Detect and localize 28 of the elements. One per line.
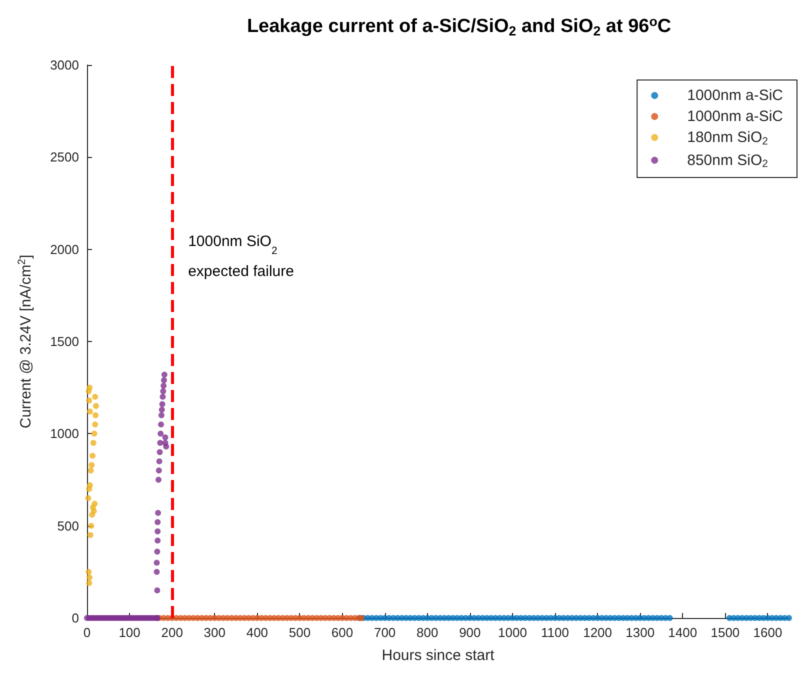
x-tick-label: 1300 bbox=[626, 625, 655, 640]
x-axis-title: Hours since start bbox=[382, 647, 496, 664]
x-tick-label: 1500 bbox=[710, 625, 740, 640]
x-tick-label: 700 bbox=[374, 625, 396, 640]
y-tick-label: 500 bbox=[57, 518, 79, 534]
x-tick-label: 1400 bbox=[668, 625, 698, 640]
y-tick-label: 0 bbox=[72, 610, 79, 626]
legend-label: 1000nm a-SiC bbox=[687, 108, 784, 125]
x-tick-label: 500 bbox=[288, 625, 311, 640]
x-tick-label: 1200 bbox=[583, 625, 612, 640]
x-tick-label: 1000 bbox=[498, 625, 527, 640]
x-tick-label: 400 bbox=[246, 625, 268, 640]
x-tick-label: 300 bbox=[204, 625, 226, 640]
y-tick-label: 3000 bbox=[50, 58, 79, 72]
x-tick-label: 1100 bbox=[541, 625, 569, 640]
x-tick-label: 100 bbox=[118, 625, 140, 640]
legend-label: 1000nm a-SiC bbox=[687, 87, 784, 104]
x-tick-label: 900 bbox=[459, 625, 481, 640]
x-tick-label: 800 bbox=[416, 625, 438, 640]
y-tick-label: 2500 bbox=[50, 150, 79, 165]
y-tick-label: 1000 bbox=[50, 426, 79, 442]
x-tick-label: 0 bbox=[83, 625, 91, 640]
x-tick-label: 600 bbox=[331, 625, 354, 640]
y-axis-title: Current @ 3.24V [nA/cm2] bbox=[16, 254, 34, 428]
x-tick-label: 1600 bbox=[753, 625, 782, 640]
y-tick-label: 2000 bbox=[50, 242, 79, 257]
y-tick-label: 1500 bbox=[50, 334, 79, 349]
x-tick-label: 200 bbox=[161, 625, 183, 640]
